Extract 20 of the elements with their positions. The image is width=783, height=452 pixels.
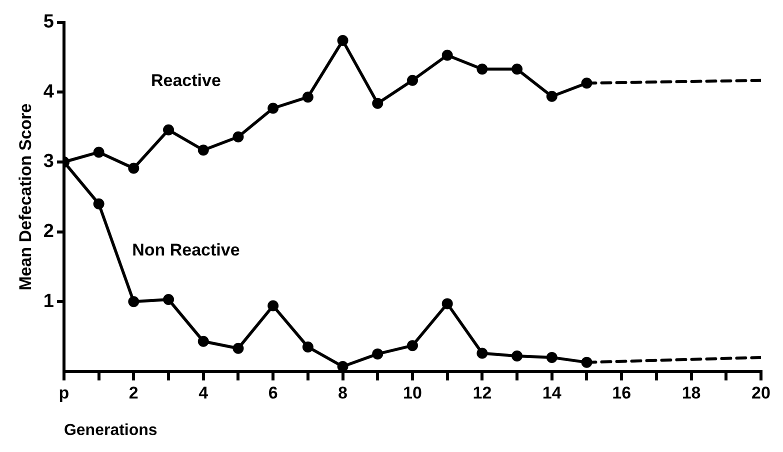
x-axis-title: Generations xyxy=(64,422,158,439)
x-tick-label: 8 xyxy=(338,383,348,402)
x-tick-label: 6 xyxy=(268,383,278,402)
x-tick-label: 2 xyxy=(128,383,138,402)
text: Reactive xyxy=(150,71,221,90)
x-tick-label: 4 xyxy=(198,383,209,402)
x-tick-label: 10 xyxy=(403,383,422,402)
x-tick-label: 20 xyxy=(752,383,770,402)
series-label: Non Reactive xyxy=(132,240,240,260)
y-tick-label: 5 xyxy=(43,12,54,33)
x-tick-label: 18 xyxy=(682,383,701,402)
x-tick-label: 12 xyxy=(472,383,492,402)
x-tick-label: p xyxy=(58,383,70,402)
y-axis-title: Mean Defecation Score xyxy=(16,103,35,290)
y-tick-label: 3 xyxy=(43,151,54,172)
x-tick-label: 16 xyxy=(612,383,632,402)
y-tick-label: 4 xyxy=(43,81,54,102)
x-tick-label: 14 xyxy=(542,383,562,402)
y-tick-label: 2 xyxy=(43,221,54,242)
y-tick-label: 1 xyxy=(43,290,54,312)
